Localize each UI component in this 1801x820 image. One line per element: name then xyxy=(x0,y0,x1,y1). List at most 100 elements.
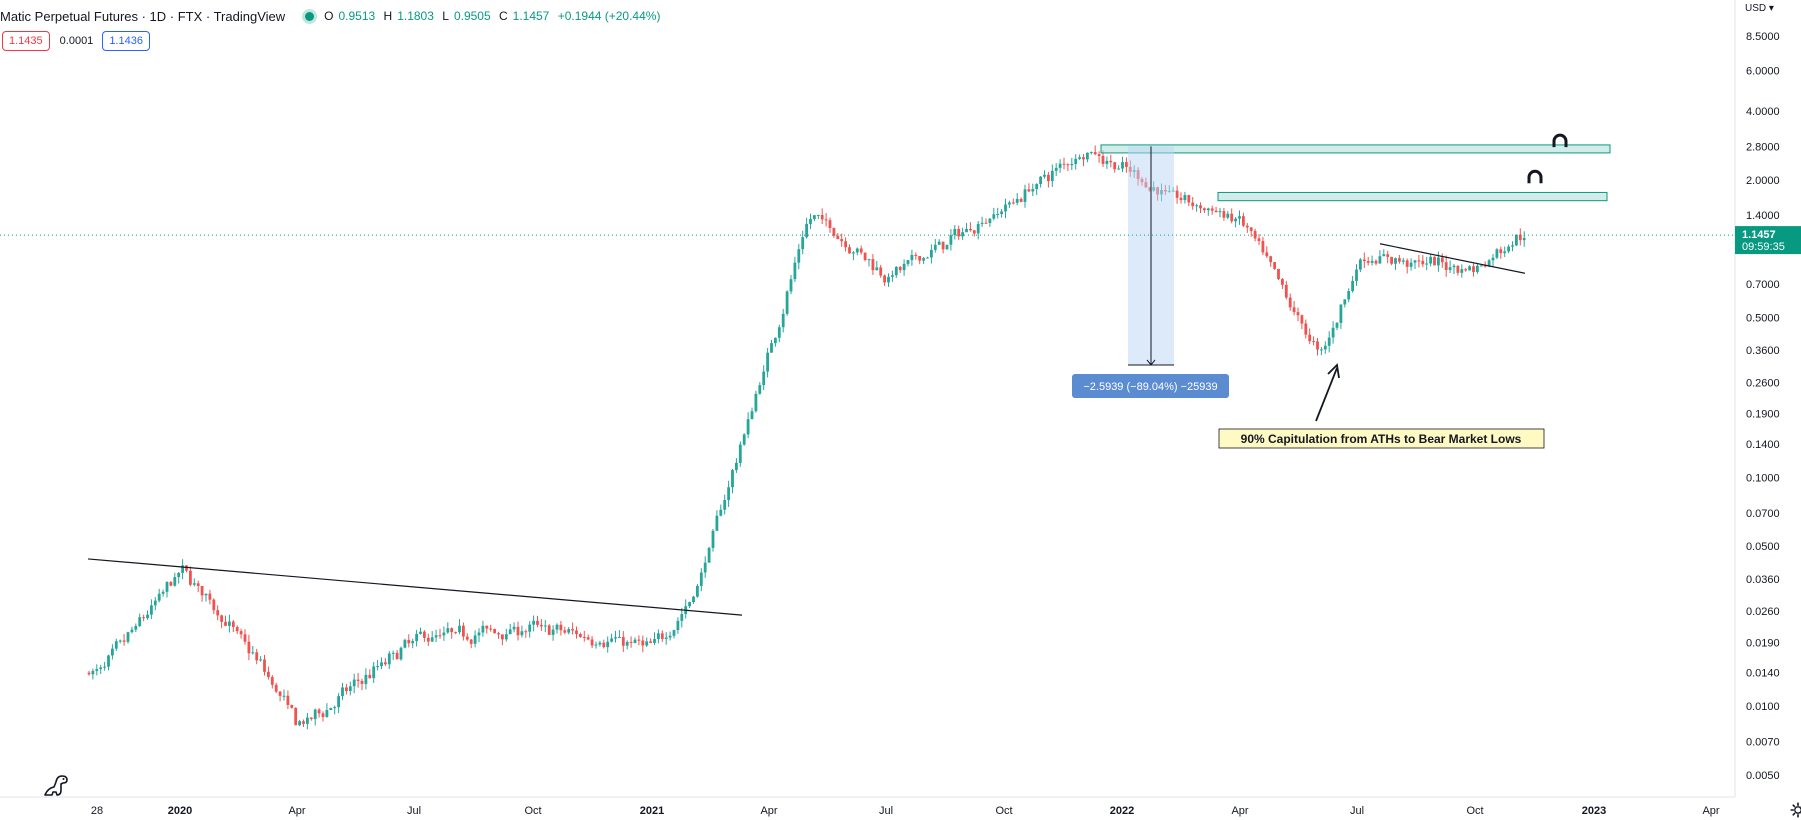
candle-body xyxy=(910,254,914,261)
candle-body xyxy=(1386,254,1390,257)
candle-body xyxy=(1249,227,1253,232)
price-tick-label: 0.0360 xyxy=(1746,574,1780,586)
candle-body xyxy=(1226,213,1230,218)
candle-body xyxy=(711,530,715,548)
candle-body xyxy=(1472,266,1475,272)
price-tick-label: 0.1400 xyxy=(1746,439,1780,451)
candle-body xyxy=(1070,163,1074,166)
change-value: +0.1944 (+20.44%) xyxy=(557,9,661,23)
high-label: H xyxy=(383,9,393,23)
candle-body xyxy=(762,371,766,386)
candle-body xyxy=(976,223,980,234)
candle-body xyxy=(1281,279,1284,285)
candle-body xyxy=(399,647,403,660)
candle-body xyxy=(497,633,500,635)
trendline-2020[interactable] xyxy=(87,558,743,616)
candle-body xyxy=(579,634,582,637)
candle-body xyxy=(855,248,859,253)
dinosaur-logo-icon[interactable] xyxy=(42,770,72,798)
candle-body xyxy=(1518,234,1522,241)
candle-body xyxy=(1000,211,1003,215)
candle-body xyxy=(754,393,758,412)
candle-body xyxy=(528,624,532,632)
candle-body xyxy=(1401,260,1405,262)
candle-body xyxy=(781,313,785,328)
candle-body xyxy=(1031,189,1035,192)
last-price-label: 1.1457 xyxy=(1742,229,1776,241)
candle-body xyxy=(423,631,426,638)
candle-body xyxy=(469,639,473,644)
candle-body xyxy=(1230,213,1234,222)
candle-body xyxy=(536,620,539,625)
candle-body xyxy=(1101,155,1105,164)
candle-body xyxy=(185,565,188,571)
candle-body xyxy=(1316,341,1319,350)
candle-body xyxy=(1086,152,1089,160)
price-tick-label: 0.1000 xyxy=(1746,472,1780,484)
magnet-icon[interactable] xyxy=(1552,133,1568,148)
candle-body xyxy=(333,707,337,709)
candle-body xyxy=(208,593,212,600)
candle-body xyxy=(746,419,750,435)
currency-dropdown[interactable]: USD ▾ xyxy=(1745,3,1774,14)
candle-body xyxy=(1284,284,1288,298)
candle-body xyxy=(727,487,730,501)
candle-body xyxy=(559,624,563,631)
candle-body xyxy=(345,687,348,692)
candle-body xyxy=(1331,327,1335,338)
candle-body xyxy=(1288,297,1292,308)
candle-body xyxy=(481,625,485,633)
price-tick-label: 0.0140 xyxy=(1746,668,1780,680)
candle-body xyxy=(1433,256,1436,266)
candle-body xyxy=(824,219,828,221)
candle-body xyxy=(563,630,567,633)
callout-arrow-line[interactable] xyxy=(1315,367,1338,422)
resistance-zone-1[interactable] xyxy=(1217,191,1608,202)
candle-body xyxy=(738,444,742,463)
symbol-title[interactable]: Matic Perpetual Futures · 1D · FTX · Tra… xyxy=(0,8,286,24)
candle-body xyxy=(1047,174,1050,182)
candle-body xyxy=(793,262,797,280)
candle-body xyxy=(1499,249,1503,254)
callout-box[interactable] xyxy=(1218,428,1545,449)
candle-body xyxy=(1238,216,1241,219)
price-tick-label: 0.2600 xyxy=(1746,377,1780,389)
candle-body xyxy=(848,247,851,254)
candle-body xyxy=(774,337,777,344)
drawings[interactable]: −2.5939 (−89.04%) −25939 90% Capitulation… xyxy=(87,133,1611,616)
candle-body xyxy=(380,662,383,667)
candle-body xyxy=(922,258,925,261)
candle-body xyxy=(582,636,586,638)
candle-body xyxy=(1191,202,1195,207)
magnet-icon[interactable] xyxy=(1527,169,1543,184)
candle-body xyxy=(1511,245,1514,247)
candle-body xyxy=(891,275,894,277)
candle-body xyxy=(809,219,812,224)
resistance-zone-ath[interactable] xyxy=(1100,144,1611,154)
candle-body xyxy=(138,617,142,627)
candle-body xyxy=(1074,158,1078,164)
candle-body xyxy=(906,260,910,264)
candle-body xyxy=(1515,234,1518,246)
candle-body xyxy=(1487,260,1491,267)
candle-body xyxy=(707,547,711,563)
measure-label-box[interactable] xyxy=(1072,373,1229,398)
time-tick-label: Jul xyxy=(1350,805,1364,817)
candle-body xyxy=(961,232,964,237)
candle-body xyxy=(1008,202,1011,205)
ask-button[interactable]: 1.1436 xyxy=(102,31,150,51)
candle-body xyxy=(668,635,672,638)
candle-body xyxy=(1023,189,1027,202)
candle-body xyxy=(1507,246,1510,252)
open-label: O xyxy=(324,9,334,23)
candle-body xyxy=(107,655,110,667)
trendline-2022[interactable] xyxy=(1379,243,1526,274)
candle-body xyxy=(863,252,867,260)
price-tick-label: 0.0700 xyxy=(1746,508,1780,520)
bid-button[interactable]: 1.1435 xyxy=(2,31,50,51)
gear-icon[interactable] xyxy=(1790,802,1801,818)
candle-body xyxy=(1429,256,1432,264)
candle-body xyxy=(621,637,625,646)
